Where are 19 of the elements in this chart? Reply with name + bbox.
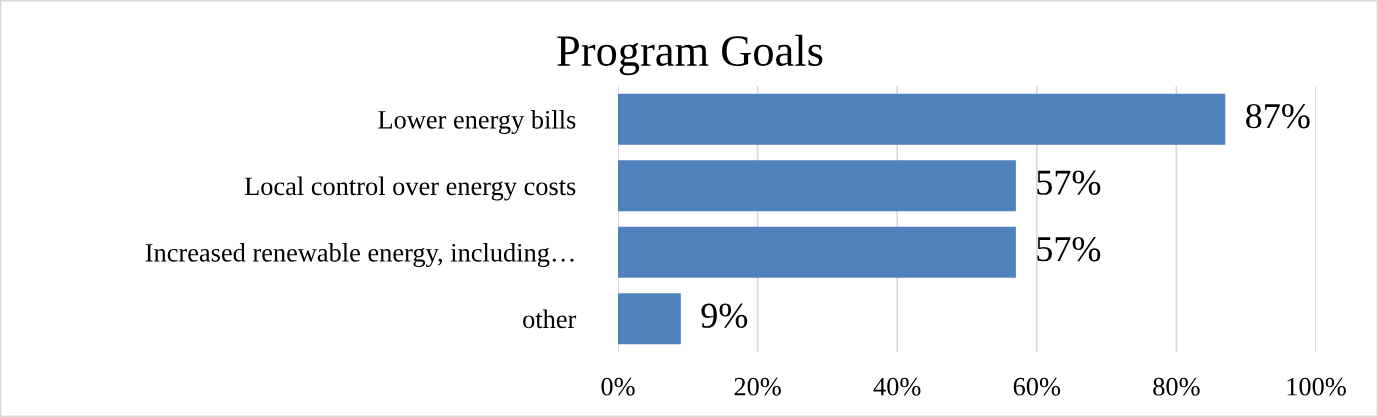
y-tick-label: other: [523, 309, 577, 329]
data-label: 87%: [1246, 103, 1310, 129]
data-label: 57%: [1037, 170, 1101, 195]
chart-title: Program Goals: [557, 34, 823, 76]
x-tick-label: 60%: [1013, 377, 1061, 396]
y-tick-label: Lower energy bills: [378, 110, 576, 135]
bar: [618, 160, 1016, 212]
x-tick-label: 0%: [601, 377, 635, 396]
data-label: 57%: [1037, 236, 1101, 262]
x-tick-label: 20%: [734, 377, 781, 396]
y-tick-label: Increased renewable energy, including…: [145, 243, 574, 268]
bar: [618, 93, 1226, 145]
y-tick-label: Local control over energy costs: [244, 176, 576, 201]
data-label: 9%: [701, 303, 748, 328]
bar: [618, 293, 681, 345]
x-tick-label: 40%: [873, 377, 921, 396]
x-tick-label: 100%: [1287, 377, 1346, 396]
x-tick-label: 80%: [1153, 377, 1200, 396]
bar: [618, 226, 1016, 278]
